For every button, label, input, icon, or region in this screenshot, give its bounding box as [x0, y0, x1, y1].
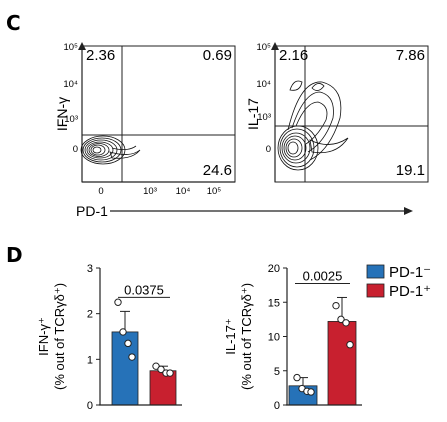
legend-swatch-pd1-neg [366, 264, 385, 279]
data-point [293, 373, 301, 382]
y-tick-label: 0 [274, 400, 280, 412]
p-value-label: 0.0375 [124, 282, 164, 297]
flow-il17-ytick-1e3: 10³ [257, 112, 271, 123]
flow-ifn-frame [81, 45, 236, 183]
data-point [166, 369, 174, 377]
flow-il17-q-top-left: 2.16 [279, 47, 308, 64]
flow-il17-q-top-right: 7.86 [396, 47, 425, 64]
panel-d-letter: D [6, 243, 23, 267]
bar [327, 321, 357, 406]
flow-il17-y-title: IL-17 [245, 98, 261, 130]
flow-il17-frame [274, 45, 429, 183]
data-point [337, 315, 345, 324]
legend-swatch-pd1-pos [366, 283, 385, 298]
flow-ifn-ytick-1e4: 10⁴ [63, 79, 78, 90]
data-point [114, 298, 122, 306]
data-point [342, 319, 350, 327]
flow-ifn-ytick-1e5: 10⁵ [63, 42, 78, 53]
data-point [128, 353, 136, 361]
legend: PD-1⁻ PD-1⁺ [366, 264, 431, 300]
flow-il17-contours [277, 80, 349, 171]
data-point [307, 388, 315, 396]
flow-ifn-y-title: IFN-γ [54, 97, 70, 131]
y-tick-label: 20 [268, 263, 280, 275]
y-tick-label: 0 [87, 400, 93, 412]
flow-ifn-xtick-1e4: 10⁴ [176, 186, 191, 197]
y-axis-title-line2: (% out of TCRγδ⁺) [239, 283, 254, 390]
flow-plot-ifn: 2.36 0.69 24.6 10⁵ 10⁴ 10³ 0 0 10³ 10⁴ 1… [54, 42, 236, 197]
y-tick-label: 15 [268, 297, 280, 309]
flow-ifn-ytick-0: 0 [73, 144, 78, 155]
bar [149, 370, 177, 406]
data-point [157, 365, 165, 374]
y-tick-label: 2 [87, 309, 93, 321]
flow-ifn-q-top-left: 2.36 [86, 47, 115, 64]
data-point [124, 339, 132, 348]
y-axis-title-line1: IFN-γ⁺ [36, 317, 51, 356]
p-value-label: 0.0025 [303, 268, 343, 283]
y-axis-title-line2: (% out of TCRγδ⁺) [52, 283, 67, 390]
flow-ifn-ytick-1e3: 10³ [64, 114, 78, 125]
data-point [119, 328, 127, 336]
bar-chart-ifn: 0 1 2 3 IFN-γ⁺ (% out of TCRγδ⁺) 0.0375 [36, 263, 182, 412]
flow-ifn-q-bottom-right: 24.6 [203, 162, 232, 179]
y-tick-label: 3 [87, 263, 93, 275]
flow-ifn-xtick-1e3: 10³ [143, 186, 157, 197]
data-point [346, 341, 354, 349]
flow-ifn-xtick-1e5: 10⁵ [207, 186, 222, 197]
flow-il17-ytick-0: 0 [266, 144, 271, 155]
flow-il17-q-bottom-right: 19.1 [396, 162, 425, 179]
y-tick-label: 10 [268, 332, 280, 344]
data-point [332, 301, 340, 310]
pd1-x-axis-arrow [110, 207, 413, 215]
panel-c-letter: C [6, 11, 21, 35]
legend-label-pd1-neg: PD-1⁻ [389, 264, 431, 281]
flow-ifn-q-top-right: 0.69 [203, 47, 232, 64]
flow-il17-ytick-1e5: 10⁵ [256, 42, 271, 53]
flow-plot-il17: 2.16 7.86 19.1 10⁵ 10⁴ 10³ 0 IL-17 [245, 42, 429, 183]
legend-label-pd1-pos: PD-1⁺ [389, 283, 431, 300]
flow-ifn-xtick-0: 0 [98, 186, 103, 197]
y-tick-label: 5 [274, 366, 280, 378]
y-axis-title-line1: IL-17⁺ [223, 318, 238, 355]
y-tick-label: 1 [87, 354, 93, 366]
flow-il17-ytick-1e4: 10⁴ [256, 79, 271, 90]
flow-ifn-contours [80, 135, 141, 165]
pd1-x-title: PD-1 [76, 203, 108, 219]
bar-chart-il17: 0 5 10 15 20 IL-17⁺ (% out of TCRγδ⁺) 0.0025 [223, 263, 362, 412]
